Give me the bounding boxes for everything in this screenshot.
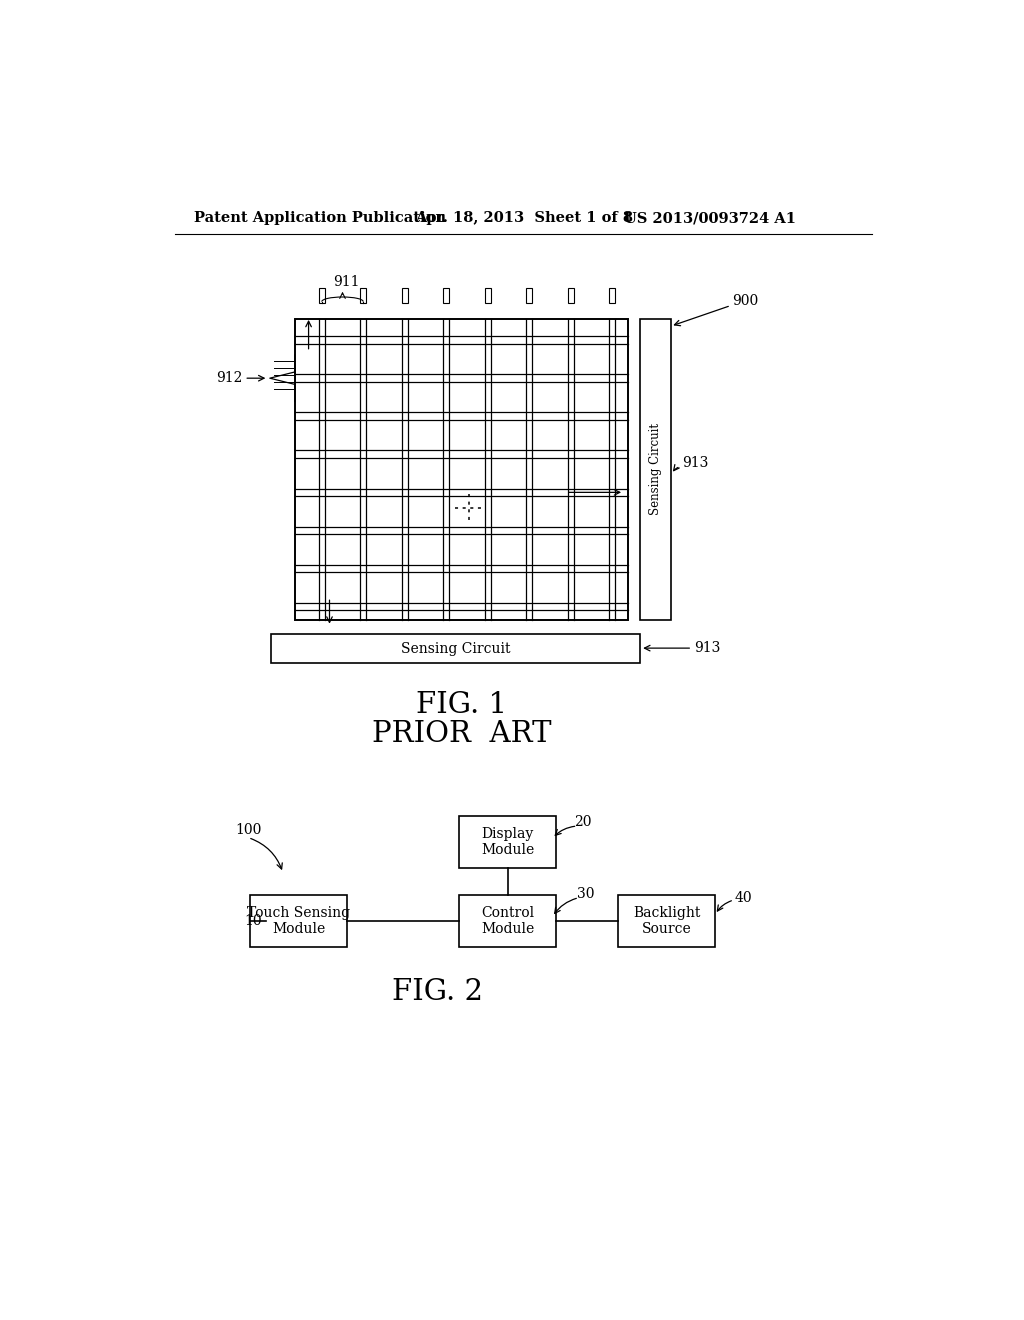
Bar (618, 895, 715, 946)
Bar (609, 288, 615, 304)
Text: 911: 911 (333, 275, 359, 289)
Text: Touch Sensing
Module: Touch Sensing Module (247, 906, 350, 936)
Text: 40: 40 (735, 891, 753, 904)
Text: Sensing Circuit: Sensing Circuit (400, 642, 510, 656)
Text: Sensing Circuit: Sensing Circuit (648, 424, 662, 516)
Text: FIG. 1: FIG. 1 (416, 692, 507, 719)
Text: 20: 20 (573, 816, 591, 829)
Bar (401, 288, 408, 304)
Text: 100: 100 (234, 822, 261, 837)
Text: Backlight
Source: Backlight Source (633, 906, 700, 936)
Text: 30: 30 (578, 887, 595, 900)
Bar (526, 288, 532, 304)
Text: 912: 912 (216, 371, 243, 385)
Bar (460, 816, 556, 869)
Text: Apr. 18, 2013  Sheet 1 of 8: Apr. 18, 2013 Sheet 1 of 8 (415, 211, 633, 226)
Bar (484, 288, 490, 304)
Bar (318, 288, 325, 304)
Text: US 2013/0093724 A1: US 2013/0093724 A1 (624, 211, 796, 226)
Bar (640, 318, 671, 620)
Bar (460, 895, 556, 946)
Text: 10: 10 (245, 913, 262, 928)
Bar (271, 635, 640, 663)
Text: PRIOR  ART: PRIOR ART (372, 721, 551, 748)
Bar (360, 288, 367, 304)
Text: 900: 900 (732, 294, 759, 308)
Text: FIG. 2: FIG. 2 (392, 978, 483, 1006)
Bar (295, 318, 628, 620)
Bar (443, 288, 450, 304)
Text: Control
Module: Control Module (481, 906, 535, 936)
Text: Patent Application Publication: Patent Application Publication (194, 211, 445, 226)
Text: 913: 913 (693, 642, 720, 655)
Text: 913: 913 (682, 455, 709, 470)
Bar (250, 895, 347, 946)
Bar (567, 288, 574, 304)
Text: Display
Module: Display Module (481, 828, 535, 857)
